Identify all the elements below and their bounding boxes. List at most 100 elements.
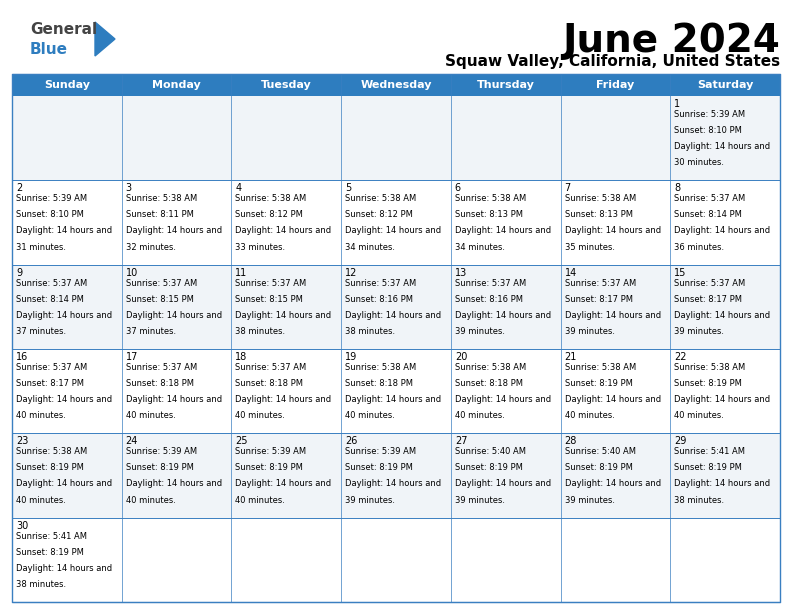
Text: Daylight: 14 hours and: Daylight: 14 hours and <box>126 311 222 320</box>
Text: Sunrise: 5:37 AM: Sunrise: 5:37 AM <box>235 278 307 288</box>
Text: 27: 27 <box>455 436 467 446</box>
Bar <box>231 349 341 433</box>
Text: Daylight: 14 hours and: Daylight: 14 hours and <box>565 226 661 236</box>
Bar <box>122 96 231 181</box>
Text: Sunrise: 5:38 AM: Sunrise: 5:38 AM <box>345 363 417 372</box>
Text: Sunrise: 5:37 AM: Sunrise: 5:37 AM <box>674 195 745 203</box>
Text: 20: 20 <box>455 352 467 362</box>
Text: Sunrise: 5:41 AM: Sunrise: 5:41 AM <box>674 447 745 457</box>
Text: 26: 26 <box>345 436 357 446</box>
Text: 39 minutes.: 39 minutes. <box>565 496 615 504</box>
Text: Sunset: 8:17 PM: Sunset: 8:17 PM <box>674 295 742 304</box>
Text: Daylight: 14 hours and: Daylight: 14 hours and <box>235 479 332 488</box>
Text: Blue: Blue <box>30 42 68 57</box>
Bar <box>12 74 780 602</box>
Text: Daylight: 14 hours and: Daylight: 14 hours and <box>235 395 332 404</box>
Text: Sunrise: 5:37 AM: Sunrise: 5:37 AM <box>126 363 197 372</box>
Text: Sunset: 8:19 PM: Sunset: 8:19 PM <box>16 463 84 472</box>
Bar <box>561 264 670 349</box>
Text: 13: 13 <box>455 267 467 278</box>
Text: 38 minutes.: 38 minutes. <box>235 327 286 336</box>
Text: Sunset: 8:18 PM: Sunset: 8:18 PM <box>345 379 413 388</box>
Text: Daylight: 14 hours and: Daylight: 14 hours and <box>565 311 661 320</box>
Text: Sunrise: 5:37 AM: Sunrise: 5:37 AM <box>674 278 745 288</box>
Text: 38 minutes.: 38 minutes. <box>16 580 66 589</box>
Text: 12: 12 <box>345 267 357 278</box>
Text: 37 minutes.: 37 minutes. <box>16 327 66 336</box>
Text: Sunrise: 5:38 AM: Sunrise: 5:38 AM <box>565 363 636 372</box>
Text: 32 minutes.: 32 minutes. <box>126 242 176 252</box>
Text: Tuesday: Tuesday <box>261 80 312 90</box>
Text: 37 minutes.: 37 minutes. <box>126 327 176 336</box>
Text: Sunset: 8:17 PM: Sunset: 8:17 PM <box>16 379 84 388</box>
Text: 4: 4 <box>235 184 242 193</box>
Text: Daylight: 14 hours and: Daylight: 14 hours and <box>565 395 661 404</box>
Text: Daylight: 14 hours and: Daylight: 14 hours and <box>126 226 222 236</box>
Text: Sunset: 8:19 PM: Sunset: 8:19 PM <box>16 548 84 557</box>
Text: 31 minutes.: 31 minutes. <box>16 242 66 252</box>
Text: 23: 23 <box>16 436 29 446</box>
Text: Sunrise: 5:38 AM: Sunrise: 5:38 AM <box>674 363 745 372</box>
Bar <box>451 433 561 518</box>
Bar <box>341 181 451 264</box>
Text: Daylight: 14 hours and: Daylight: 14 hours and <box>674 311 771 320</box>
Text: Daylight: 14 hours and: Daylight: 14 hours and <box>455 395 551 404</box>
Text: Sunrise: 5:39 AM: Sunrise: 5:39 AM <box>345 447 417 457</box>
Text: 35 minutes.: 35 minutes. <box>565 242 615 252</box>
Bar <box>451 181 561 264</box>
Text: Sunrise: 5:38 AM: Sunrise: 5:38 AM <box>345 195 417 203</box>
Text: 33 minutes.: 33 minutes. <box>235 242 286 252</box>
Text: Daylight: 14 hours and: Daylight: 14 hours and <box>455 226 551 236</box>
Bar <box>12 264 122 349</box>
Bar <box>561 349 670 433</box>
Bar <box>561 433 670 518</box>
Bar <box>12 181 122 264</box>
Text: 15: 15 <box>674 267 687 278</box>
Bar <box>231 264 341 349</box>
Text: Sunrise: 5:37 AM: Sunrise: 5:37 AM <box>126 278 197 288</box>
Bar <box>451 349 561 433</box>
Bar <box>341 96 451 181</box>
Bar <box>670 181 780 264</box>
Bar <box>341 433 451 518</box>
Text: Daylight: 14 hours and: Daylight: 14 hours and <box>345 226 441 236</box>
Text: Daylight: 14 hours and: Daylight: 14 hours and <box>235 226 332 236</box>
Polygon shape <box>95 22 115 56</box>
Text: 30 minutes.: 30 minutes. <box>674 159 725 167</box>
Bar <box>341 518 451 602</box>
Bar <box>12 96 122 181</box>
Text: Sunset: 8:19 PM: Sunset: 8:19 PM <box>565 463 633 472</box>
Text: Sunday: Sunday <box>44 80 89 90</box>
Text: Sunrise: 5:38 AM: Sunrise: 5:38 AM <box>455 195 526 203</box>
Text: Daylight: 14 hours and: Daylight: 14 hours and <box>345 395 441 404</box>
Text: June 2024: June 2024 <box>562 22 780 60</box>
Text: Sunrise: 5:39 AM: Sunrise: 5:39 AM <box>126 447 197 457</box>
Text: Sunrise: 5:39 AM: Sunrise: 5:39 AM <box>674 110 745 119</box>
Text: Sunrise: 5:39 AM: Sunrise: 5:39 AM <box>235 447 307 457</box>
Text: 40 minutes.: 40 minutes. <box>235 496 285 504</box>
Text: Daylight: 14 hours and: Daylight: 14 hours and <box>674 226 771 236</box>
Text: 17: 17 <box>126 352 138 362</box>
Text: Daylight: 14 hours and: Daylight: 14 hours and <box>674 395 771 404</box>
Text: 1: 1 <box>674 99 680 109</box>
Bar <box>670 433 780 518</box>
Text: Daylight: 14 hours and: Daylight: 14 hours and <box>565 479 661 488</box>
Text: Thursday: Thursday <box>477 80 535 90</box>
Text: Sunset: 8:12 PM: Sunset: 8:12 PM <box>235 211 303 220</box>
Text: Sunset: 8:15 PM: Sunset: 8:15 PM <box>126 295 193 304</box>
Bar <box>12 518 122 602</box>
Text: General: General <box>30 22 97 37</box>
Text: Sunset: 8:12 PM: Sunset: 8:12 PM <box>345 211 413 220</box>
Text: Friday: Friday <box>596 80 634 90</box>
Text: 34 minutes.: 34 minutes. <box>455 242 505 252</box>
Text: Daylight: 14 hours and: Daylight: 14 hours and <box>126 395 222 404</box>
Text: Sunrise: 5:38 AM: Sunrise: 5:38 AM <box>235 195 307 203</box>
Text: Sunset: 8:18 PM: Sunset: 8:18 PM <box>126 379 194 388</box>
Text: 8: 8 <box>674 184 680 193</box>
Text: 2: 2 <box>16 184 22 193</box>
Text: 36 minutes.: 36 minutes. <box>674 242 725 252</box>
Bar <box>122 349 231 433</box>
Text: Daylight: 14 hours and: Daylight: 14 hours and <box>126 479 222 488</box>
Bar <box>231 518 341 602</box>
Text: 22: 22 <box>674 352 687 362</box>
